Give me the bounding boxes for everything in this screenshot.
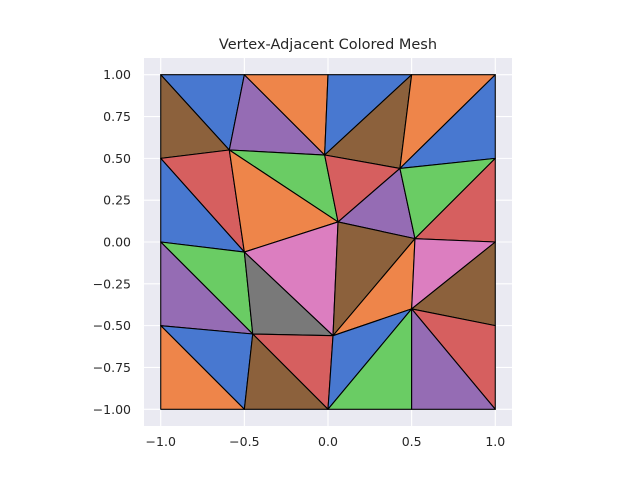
y-tick-label: −0.75 <box>93 360 131 375</box>
chart-title: Vertex-Adjacent Colored Mesh <box>219 37 437 53</box>
mesh-triangle-26 <box>160 325 245 410</box>
x-tick-label: −0.5 <box>229 434 259 449</box>
y-tick-label: 0.50 <box>103 151 131 166</box>
x-tick-label: 1.0 <box>485 434 505 449</box>
y-tick-label: −0.50 <box>93 318 131 333</box>
mesh-triangle-32 <box>411 308 496 410</box>
y-tick-label: 0.75 <box>103 109 131 124</box>
x-tick-label: 0.0 <box>318 434 338 449</box>
y-tick-label: 0.00 <box>103 235 131 250</box>
x-tick-label: 0.5 <box>402 434 422 449</box>
y-tick-label: −1.00 <box>93 402 131 417</box>
y-tick-label: 0.25 <box>103 193 131 208</box>
y-tick-label: 1.00 <box>103 67 131 82</box>
mesh-triangle-28 <box>243 333 329 410</box>
plot-area: −1.0 −0.5 0.0 0.5 1.0 −1.00 −0.75 −0.50 −0.25 0.0… <box>93 58 512 449</box>
x-tick-label: −1.0 <box>146 434 176 449</box>
y-tick-label: −0.25 <box>93 276 131 291</box>
